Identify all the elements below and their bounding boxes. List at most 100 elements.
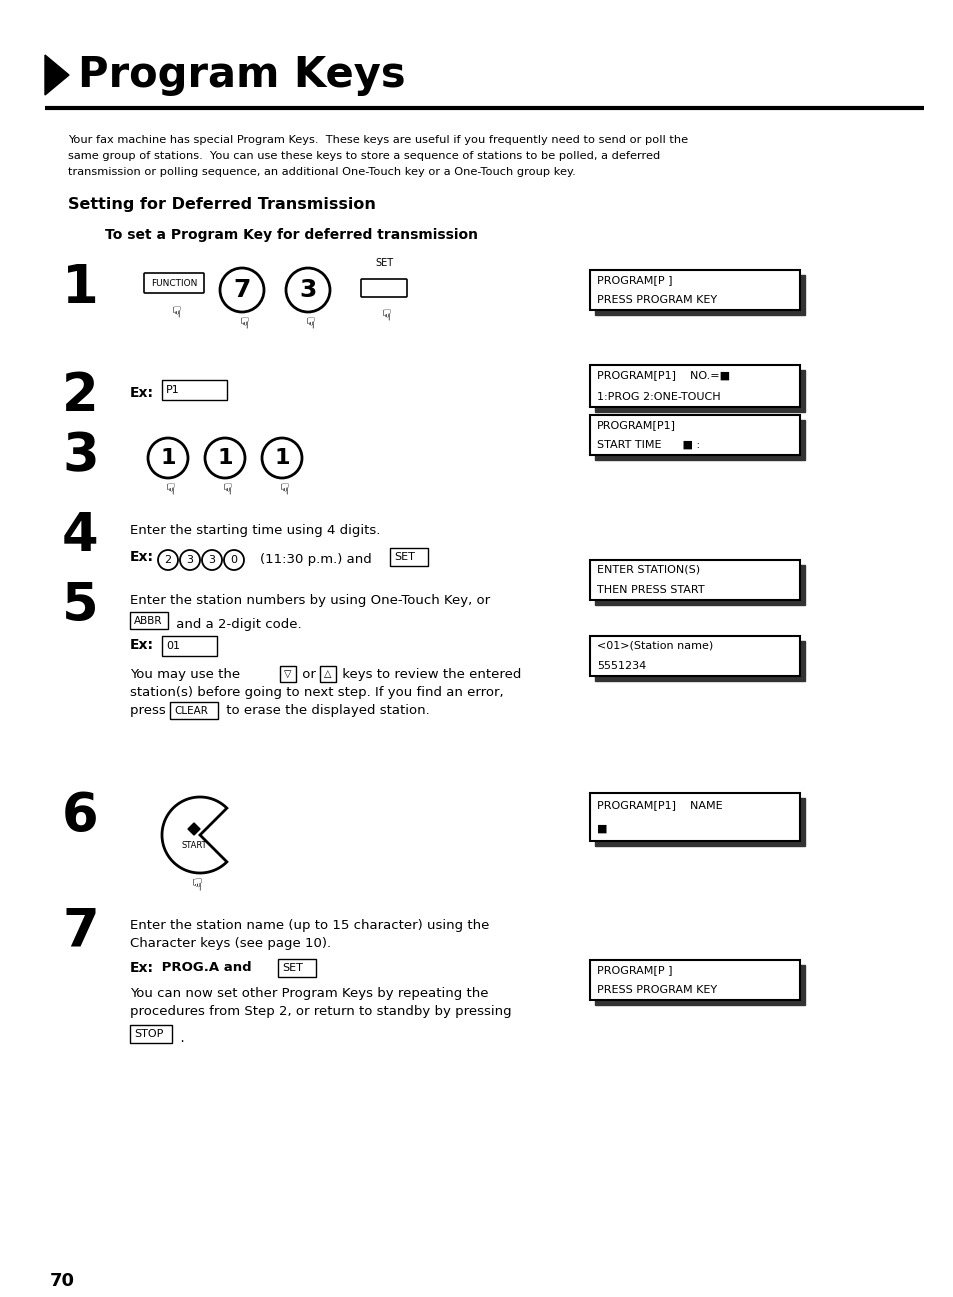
- Polygon shape: [45, 54, 69, 95]
- Text: ABBR: ABBR: [133, 616, 162, 625]
- FancyBboxPatch shape: [162, 380, 227, 399]
- Text: 7: 7: [233, 278, 251, 302]
- Text: To set a Program Key for deferred transmission: To set a Program Key for deferred transm…: [105, 228, 477, 243]
- Text: SET: SET: [375, 258, 393, 268]
- Text: 6: 6: [62, 790, 99, 842]
- Text: 2: 2: [62, 370, 99, 422]
- Text: ENTER STATION(S): ENTER STATION(S): [597, 565, 700, 575]
- Text: PROGRAM[P ]: PROGRAM[P ]: [597, 965, 672, 975]
- Text: 1: 1: [274, 447, 290, 468]
- Text: SET: SET: [394, 553, 415, 562]
- Text: Ex:: Ex:: [130, 638, 153, 652]
- FancyBboxPatch shape: [130, 1025, 172, 1043]
- Text: PROG.A and: PROG.A and: [157, 961, 256, 974]
- Text: ☞: ☞: [217, 482, 233, 495]
- Text: ▽: ▽: [284, 669, 292, 680]
- Text: 1:PROG 2:ONE-TOUCH: 1:PROG 2:ONE-TOUCH: [597, 392, 720, 402]
- Text: 3: 3: [209, 555, 215, 565]
- FancyBboxPatch shape: [144, 272, 204, 293]
- Text: PROGRAM[P ]: PROGRAM[P ]: [597, 275, 672, 285]
- Text: THEN PRESS START: THEN PRESS START: [597, 585, 704, 595]
- Text: 01: 01: [166, 641, 180, 651]
- Text: 70: 70: [50, 1272, 75, 1291]
- Text: You may use the: You may use the: [130, 668, 244, 681]
- FancyBboxPatch shape: [360, 279, 407, 297]
- Text: ☞: ☞: [376, 307, 391, 322]
- FancyBboxPatch shape: [589, 792, 800, 840]
- Text: CLEAR: CLEAR: [173, 706, 208, 716]
- Text: PRESS PROGRAM KEY: PRESS PROGRAM KEY: [597, 984, 717, 995]
- Text: ☞: ☞: [160, 482, 175, 495]
- FancyBboxPatch shape: [589, 560, 800, 601]
- Text: STOP: STOP: [133, 1029, 163, 1039]
- Text: 1: 1: [160, 447, 175, 468]
- FancyBboxPatch shape: [595, 565, 804, 604]
- Text: transmission or polling sequence, an additional One-Touch key or a One-Touch gro: transmission or polling sequence, an add…: [68, 167, 576, 176]
- FancyBboxPatch shape: [589, 636, 800, 676]
- Text: procedures from Step 2, or return to standby by pressing: procedures from Step 2, or return to sta…: [130, 1005, 511, 1018]
- Text: PROGRAM[P1]    NO.=■: PROGRAM[P1] NO.=■: [597, 371, 729, 380]
- FancyBboxPatch shape: [319, 665, 335, 682]
- FancyBboxPatch shape: [595, 275, 804, 315]
- FancyBboxPatch shape: [162, 636, 216, 656]
- Text: same group of stations.  You can use these keys to store a sequence of stations : same group of stations. You can use thes…: [68, 150, 659, 161]
- Text: Ex:: Ex:: [130, 961, 153, 975]
- Text: Character keys (see page 10).: Character keys (see page 10).: [130, 936, 331, 949]
- Text: press: press: [130, 704, 170, 717]
- Text: ☞: ☞: [167, 305, 181, 319]
- FancyBboxPatch shape: [170, 702, 218, 719]
- Polygon shape: [188, 824, 200, 835]
- FancyBboxPatch shape: [595, 420, 804, 460]
- Text: 3: 3: [186, 555, 193, 565]
- Text: 5: 5: [62, 580, 98, 632]
- Text: PROGRAM[P1]: PROGRAM[P1]: [597, 420, 676, 431]
- FancyBboxPatch shape: [130, 612, 168, 629]
- Text: Enter the starting time using 4 digits.: Enter the starting time using 4 digits.: [130, 524, 380, 537]
- Text: Ex:: Ex:: [130, 387, 153, 399]
- Text: ☞: ☞: [274, 482, 289, 495]
- Polygon shape: [162, 796, 227, 873]
- Text: START TIME      ■ :: START TIME ■ :: [597, 440, 700, 450]
- Text: station(s) before going to next step. If you find an error,: station(s) before going to next step. If…: [130, 686, 503, 699]
- FancyBboxPatch shape: [280, 665, 295, 682]
- Text: P1: P1: [166, 385, 179, 396]
- Text: ☞: ☞: [300, 316, 315, 329]
- FancyBboxPatch shape: [595, 641, 804, 681]
- Text: Program Keys: Program Keys: [78, 54, 405, 96]
- FancyBboxPatch shape: [595, 370, 804, 412]
- Text: 1: 1: [217, 447, 233, 468]
- Text: 2: 2: [164, 555, 172, 565]
- Text: 5551234: 5551234: [597, 661, 645, 671]
- Text: or: or: [297, 668, 320, 681]
- FancyBboxPatch shape: [595, 798, 804, 846]
- Text: 4: 4: [62, 510, 98, 562]
- Text: (11:30 p.m.) and: (11:30 p.m.) and: [260, 553, 372, 565]
- Text: SET: SET: [282, 962, 302, 973]
- Text: ☞: ☞: [234, 316, 250, 329]
- Text: START: START: [181, 840, 207, 850]
- Text: 3: 3: [62, 431, 99, 482]
- FancyBboxPatch shape: [589, 415, 800, 455]
- Text: <01>(Station name): <01>(Station name): [597, 641, 713, 651]
- Text: 3: 3: [299, 278, 316, 302]
- Text: ■: ■: [597, 824, 607, 834]
- FancyBboxPatch shape: [589, 364, 800, 407]
- Text: PRESS PROGRAM KEY: PRESS PROGRAM KEY: [597, 294, 717, 305]
- Text: PROGRAM[P1]    NAME: PROGRAM[P1] NAME: [597, 800, 721, 811]
- FancyBboxPatch shape: [589, 270, 800, 310]
- Text: keys to review the entered: keys to review the entered: [337, 668, 521, 681]
- Text: Enter the station numbers by using One-Touch Key, or: Enter the station numbers by using One-T…: [130, 594, 490, 607]
- FancyBboxPatch shape: [595, 965, 804, 1005]
- Text: and a 2-digit code.: and a 2-digit code.: [172, 617, 301, 632]
- Text: Your fax machine has special Program Keys.  These keys are useful if you frequen: Your fax machine has special Program Key…: [68, 135, 687, 145]
- Text: You can now set other Program Keys by repeating the: You can now set other Program Keys by re…: [130, 987, 488, 1000]
- Text: △: △: [324, 669, 331, 680]
- Text: FUNCTION: FUNCTION: [151, 279, 197, 288]
- FancyBboxPatch shape: [390, 549, 428, 565]
- Text: 0: 0: [231, 555, 237, 565]
- Text: Setting for Deferred Transmission: Setting for Deferred Transmission: [68, 197, 375, 211]
- Text: .: .: [175, 1031, 185, 1045]
- Text: Ex:: Ex:: [130, 550, 153, 564]
- FancyBboxPatch shape: [277, 958, 315, 977]
- Text: to erase the displayed station.: to erase the displayed station.: [222, 704, 429, 717]
